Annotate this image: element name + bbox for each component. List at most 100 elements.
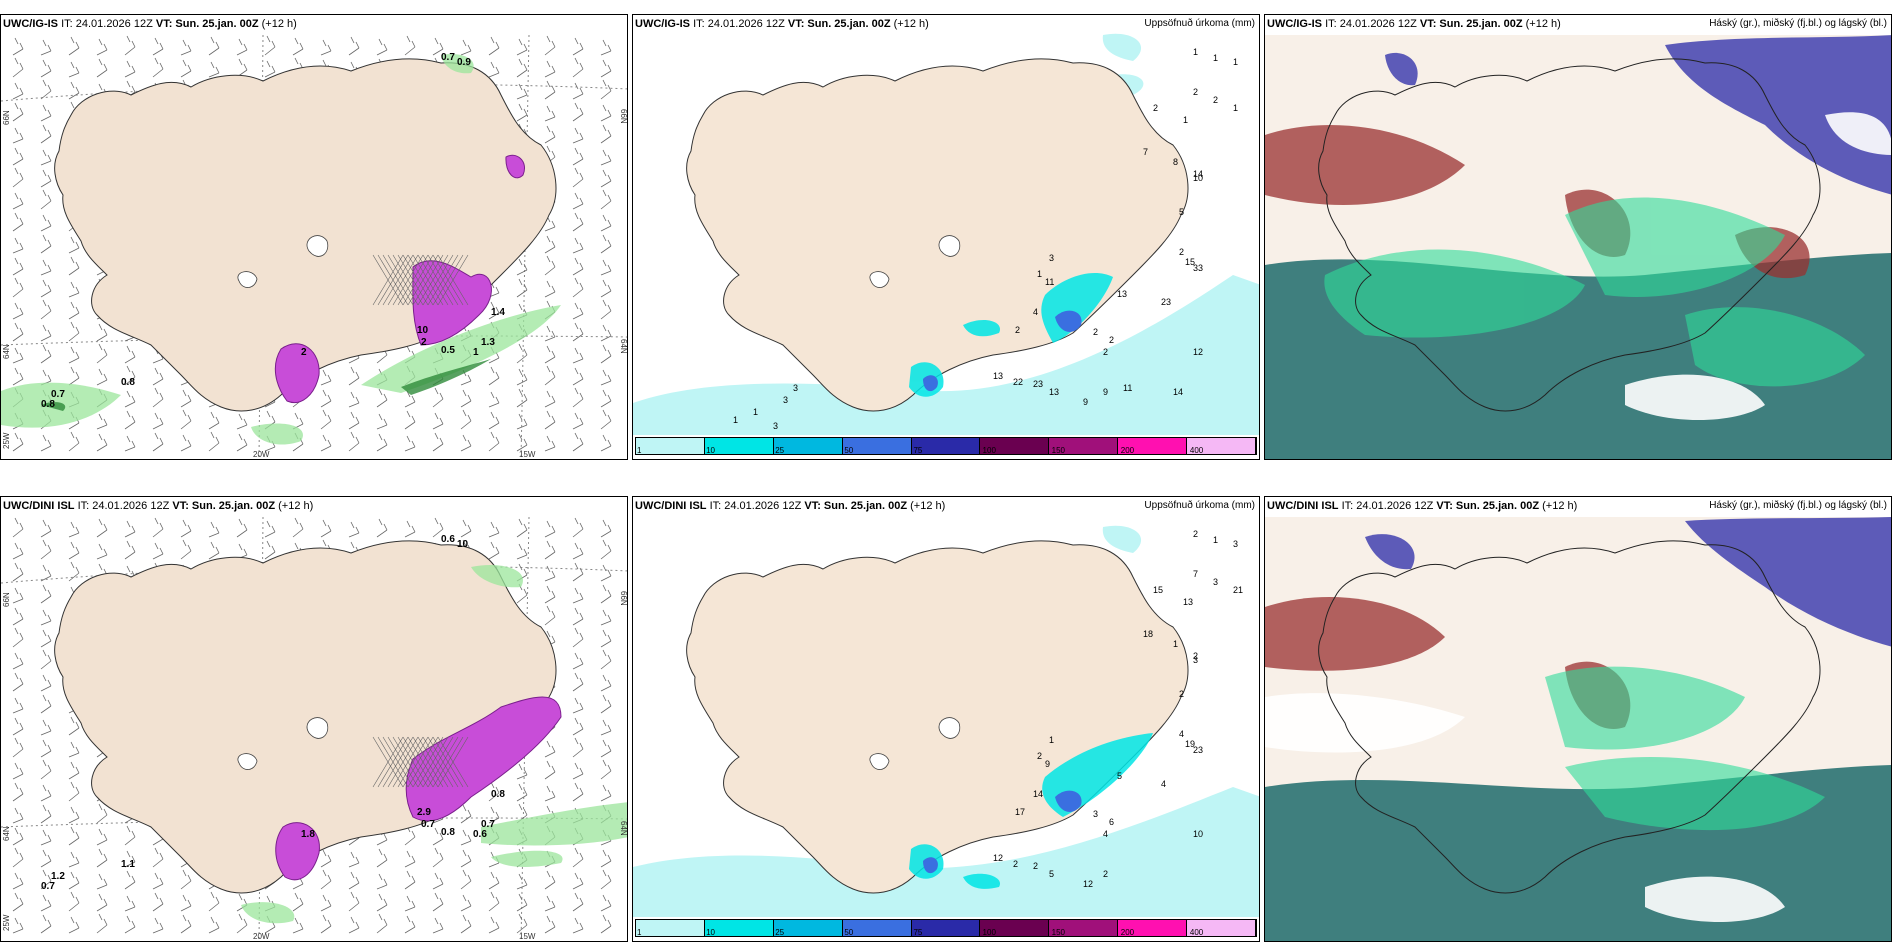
value-label: 2	[1193, 651, 1198, 661]
value-label: 23	[1193, 745, 1203, 755]
colorbar-swatch	[704, 438, 774, 454]
value-label: 2	[301, 347, 307, 358]
svg-text:20W: 20W	[253, 932, 270, 941]
colorbar-tick: 1	[637, 446, 642, 455]
value-label: 0.8	[491, 789, 505, 800]
value-label: 1	[753, 407, 758, 417]
value-label: 1	[1193, 47, 1198, 57]
colorbar-tick: 75	[913, 446, 923, 455]
panel-header: UWC/IG-IS IT: 24.01.2026 12Z VT: Sun. 25…	[1267, 18, 1561, 30]
svg-text:66N: 66N	[2, 110, 11, 125]
value-label: 2	[1103, 347, 1108, 357]
cloud-title: Háský (gr.), miðský (fj.bl.) og lágský (…	[1709, 500, 1887, 511]
value-label: 0.7	[441, 52, 455, 63]
colorbar-swatch	[636, 920, 705, 936]
value-label: 3	[1049, 253, 1054, 263]
colorbar-tick: 10	[706, 928, 716, 937]
colorbar-tick: 100	[982, 928, 996, 937]
value-label: 1	[473, 347, 479, 358]
svg-text:64N: 64N	[2, 826, 11, 841]
svg-text:64N: 64N	[2, 344, 11, 359]
value-label: 7	[1143, 147, 1148, 157]
precip-colorbar: 1 10 25 50 75 100 150 200 400	[635, 437, 1257, 455]
value-label: 2	[1033, 861, 1038, 871]
value-label: 2	[1193, 529, 1198, 539]
value-label: 0.8	[41, 399, 55, 410]
value-label: 4	[1103, 829, 1108, 839]
svg-text:64N: 64N	[619, 821, 628, 836]
colorbar-swatch	[773, 920, 843, 936]
colorbar-tick: 10	[706, 446, 716, 455]
colorbar-tick: 150	[1051, 446, 1066, 455]
value-label: 1	[1213, 535, 1218, 545]
svg-text:15W: 15W	[519, 450, 536, 459]
value-label: 1.2	[51, 871, 65, 882]
colorbar-swatch	[1118, 920, 1188, 936]
precip-panel-top: UWC/IG-IS IT: 24.01.2026 12Z VT: Sun. 25…	[632, 14, 1260, 460]
value-label: 23	[1161, 297, 1171, 307]
svg-text:25W: 25W	[2, 914, 11, 931]
value-label: 3	[783, 395, 788, 405]
value-label: 9	[1045, 759, 1050, 769]
value-label: 0.6	[441, 534, 455, 545]
value-label: 1.1	[121, 859, 135, 870]
value-label: 2	[1179, 689, 1184, 699]
value-label: 19	[1185, 739, 1195, 749]
value-label: 13	[993, 371, 1003, 381]
value-label: 23	[1033, 379, 1043, 389]
colorbar-swatch	[1049, 920, 1119, 936]
precip-panel-bottom: UWC/DINI ISL IT: 24.01.2026 12Z VT: Sun.…	[632, 496, 1260, 942]
value-label: 3	[793, 383, 798, 393]
cloud-map	[1265, 35, 1891, 459]
colorbar-tick: 50	[844, 928, 854, 937]
colorbar-swatch	[1118, 438, 1188, 454]
colorbar-tick: 25	[775, 928, 785, 937]
value-label: 10	[457, 539, 469, 550]
value-label: 4	[1179, 729, 1184, 739]
colorbar-tick: 25	[775, 446, 785, 455]
panel-header: UWC/DINI ISL IT: 24.01.2026 12Z VT: Sun.…	[1267, 500, 1578, 512]
svg-text:66N: 66N	[2, 592, 11, 607]
colorbar-swatch	[842, 438, 912, 454]
value-label: 11	[1123, 383, 1132, 393]
value-label: 8	[1173, 157, 1178, 167]
value-label: 0.5	[441, 345, 455, 356]
value-label: 2	[1109, 335, 1114, 345]
value-label: 21	[1233, 585, 1243, 595]
value-label: 0.7	[41, 881, 55, 892]
value-label: 14	[1033, 789, 1043, 799]
value-label: 1	[1049, 735, 1054, 745]
value-label: 10	[1193, 173, 1203, 183]
value-label: 11	[1045, 277, 1054, 287]
colorbar-tick: 1	[637, 928, 642, 937]
colorbar-tick: 200	[1120, 928, 1135, 937]
value-label: 6	[1109, 817, 1114, 827]
colorbar-swatch	[636, 438, 705, 454]
precip-colorbar: 1 10 25 50 75 100 150 200 400	[635, 919, 1257, 937]
value-label: 12	[993, 853, 1003, 863]
value-label: 4	[1033, 307, 1038, 317]
colorbar-tick: 50	[844, 446, 854, 455]
value-label: 1	[1173, 639, 1178, 649]
value-label: 17	[1015, 807, 1025, 817]
value-label: 15	[1185, 257, 1195, 267]
value-label: 1	[1233, 103, 1238, 113]
precip-title: Uppsöfnuð úrkoma (mm)	[1144, 500, 1255, 511]
value-label: 0.9	[457, 57, 471, 68]
colorbar-swatch	[1187, 438, 1257, 454]
value-label: 2	[1193, 87, 1198, 97]
value-label: 2	[1213, 95, 1218, 105]
cloud-panel-top: UWC/IG-IS IT: 24.01.2026 12Z VT: Sun. 25…	[1264, 14, 1892, 460]
value-label: 14	[1173, 387, 1183, 397]
value-label: 1.3	[481, 337, 495, 348]
value-label: 2	[1153, 103, 1158, 113]
value-label: 2	[1179, 247, 1184, 257]
value-label: 14	[1193, 169, 1203, 179]
value-label: 10	[417, 325, 429, 336]
value-label: 4	[1161, 779, 1166, 789]
value-label: 5	[1179, 207, 1184, 217]
value-label: 15	[1153, 585, 1163, 595]
colorbar-tick: 75	[913, 928, 923, 937]
value-label: 0.7	[51, 389, 65, 400]
